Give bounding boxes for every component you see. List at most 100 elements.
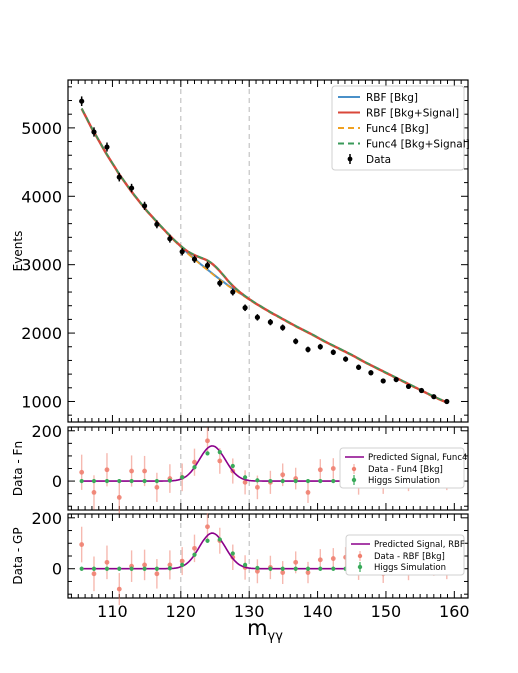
higgs-sim-point: [79, 566, 84, 571]
residual-point: [116, 495, 122, 500]
data-point: [217, 280, 223, 286]
y-tick-label: 0: [52, 472, 62, 491]
plot-frame: [67, 79, 469, 423]
y-tick-label: 200: [31, 509, 62, 528]
residual-point: [280, 472, 286, 478]
legend-label: RBF [Bkg]: [366, 92, 418, 104]
data-point: [267, 319, 273, 325]
plot-frame: [67, 513, 469, 599]
residual-point: [142, 468, 147, 474]
higgs-sim-point: [142, 478, 147, 484]
data-point: [444, 398, 450, 405]
data-point: [293, 338, 299, 344]
residual-point: [116, 586, 122, 592]
data-point: [167, 236, 173, 242]
y-axis-label: Data - Fn: [11, 441, 25, 496]
residual-point: [142, 562, 147, 568]
data-point: [191, 256, 198, 262]
residual-point: [205, 524, 210, 530]
higgs-sim-point: [331, 478, 336, 484]
legend-box: [331, 85, 465, 171]
residual-point: [179, 558, 185, 564]
legend-label: Higgs Simulation: [368, 476, 440, 486]
data-point: [431, 394, 437, 400]
residual-point: [104, 467, 110, 473]
data-point: [380, 378, 386, 384]
residual-point: [305, 489, 311, 495]
legend-swatch-data-dot: [347, 156, 353, 162]
residual-point: [280, 570, 286, 575]
legend-label: Data - RBF [Bkg]: [374, 552, 445, 562]
higgs-sim-point: [192, 552, 197, 557]
x-axis-label: mγγ: [247, 616, 283, 644]
legend-label: Func4 [Bkg]: [366, 123, 429, 135]
higgs-sim-point: [305, 566, 311, 571]
residual-point: [305, 570, 311, 575]
residual-point: [79, 542, 85, 547]
higgs-sim-point: [142, 566, 147, 571]
higgs-sim-point: [104, 566, 110, 571]
y-tick-label: 3000: [21, 256, 62, 275]
higgs-sim-point: [255, 565, 260, 571]
residual-point: [255, 568, 260, 574]
legend-box: [345, 534, 465, 576]
data-point: [355, 364, 362, 370]
higgs-sim-point: [242, 475, 248, 480]
data-point: [305, 346, 311, 353]
higgs-sim-point: [217, 537, 222, 542]
data-point: [116, 174, 122, 180]
residual-point: [317, 557, 323, 563]
higgs-sim-point: [217, 450, 222, 455]
legend-box: [339, 447, 465, 489]
residual-point: [104, 559, 110, 565]
x-axis-label-main: m: [247, 616, 267, 640]
residual-point: [242, 479, 248, 485]
y-axis-label: Data - GP: [11, 527, 25, 584]
data-point: [242, 305, 248, 311]
legend: RBF [Bkg] RBF [Bkg+Signal] Func4 [Bkg] Func…: [331, 85, 470, 171]
legend-label: Higgs Simulation: [374, 563, 446, 573]
x-tick-label: 110: [97, 602, 128, 621]
legend: Predicted Signal, RBF Data - RBF [Bkg]Hig…: [345, 534, 465, 576]
higgs-sim-point: [154, 478, 159, 484]
data-point: [91, 129, 97, 135]
higgs-sim-point: [167, 566, 172, 571]
higgs-sim-point: [293, 478, 298, 484]
x-tick-label: 140: [302, 602, 333, 621]
higgs-sim-point: [167, 478, 172, 483]
legend: Predicted Signal, Func4 Data - Fun4 [Bkg]…: [339, 447, 467, 489]
data-point: [230, 289, 236, 295]
data-point: [280, 325, 286, 331]
data-point: [179, 249, 185, 255]
legend-label: Predicted Signal, RBF: [374, 540, 465, 550]
residual-point: [91, 571, 97, 577]
y-axis-label: Events: [11, 231, 25, 272]
higgs-sim-point: [305, 478, 311, 484]
data-point: [343, 356, 349, 362]
data-point: [418, 387, 425, 394]
residual-point: [330, 466, 336, 471]
y-tick-label: 200: [31, 422, 62, 441]
y-tick-label: 0: [52, 560, 62, 579]
higgs-sim-point: [268, 478, 273, 484]
higgs-sim-point: [242, 562, 248, 568]
legend-label: Predicted Signal, Func4: [368, 453, 467, 463]
y-tick-label: 1000: [21, 392, 62, 411]
data-point: [104, 144, 110, 150]
legend-swatch-residuals: [357, 553, 363, 559]
higgs-sim-point: [293, 566, 298, 571]
data-point: [393, 376, 399, 383]
x-axis-label-subscript: γγ: [268, 629, 284, 644]
x-tick-label: 150: [371, 602, 402, 621]
higgs-sim-point: [117, 566, 122, 571]
x-tick-label: 160: [439, 602, 470, 621]
residual-point: [330, 556, 336, 561]
higgs-sim-point: [318, 566, 323, 571]
legend-swatch-higgs: [351, 477, 357, 483]
data-point: [254, 314, 261, 320]
x-tick-label: 120: [166, 602, 197, 621]
higgs-sim-point: [91, 566, 97, 571]
residual-point: [129, 468, 134, 474]
data-point: [79, 98, 85, 104]
